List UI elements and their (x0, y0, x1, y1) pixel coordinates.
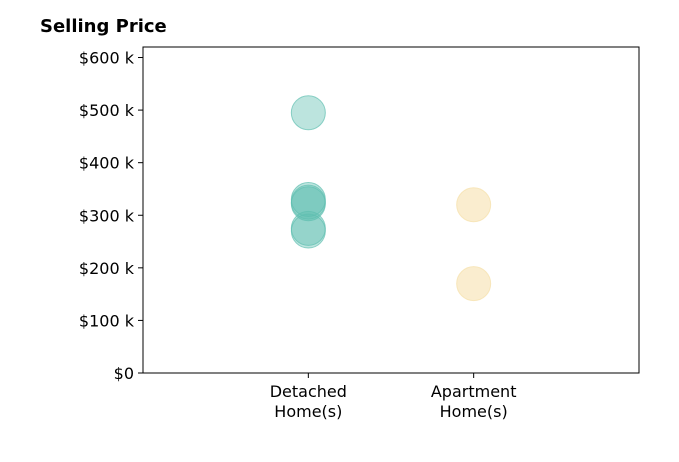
y-tick-label: $400 k (79, 154, 135, 173)
y-tick-label: $500 k (79, 101, 135, 120)
y-tick-label: $300 k (79, 206, 135, 225)
chart-title: Selling Price (40, 16, 167, 37)
x-axis: Detached Home(s) Apartment Home(s) (270, 373, 517, 421)
plot-frame (142, 46, 640, 374)
data-point (456, 187, 492, 223)
data-point (456, 266, 492, 302)
x-tick-label: Apartment Home(s) (431, 382, 517, 421)
y-tick-label: $200 k (79, 259, 135, 278)
y-tick-label: $0 (114, 364, 134, 383)
data-point (290, 186, 326, 222)
data-point (290, 213, 326, 249)
data-point (290, 95, 326, 131)
y-axis: $0 $100 k $200 k $300 k $400 k $500 k $600 k (79, 49, 143, 383)
x-tick-label: Detached Home(s) (270, 382, 347, 421)
y-tick-label: $600 k (79, 49, 135, 68)
y-tick-label: $100 k (79, 311, 135, 330)
data-points (290, 95, 492, 302)
